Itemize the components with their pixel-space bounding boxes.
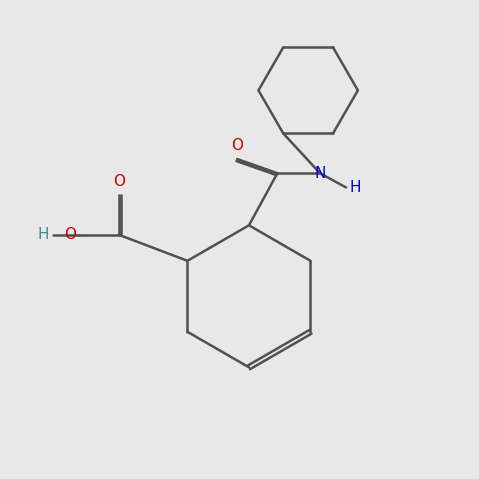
Text: O: O	[231, 138, 243, 153]
Text: O: O	[113, 174, 125, 189]
Text: H: H	[350, 180, 361, 195]
Text: H: H	[37, 227, 49, 242]
Text: N: N	[314, 166, 326, 181]
Text: O: O	[64, 227, 76, 242]
